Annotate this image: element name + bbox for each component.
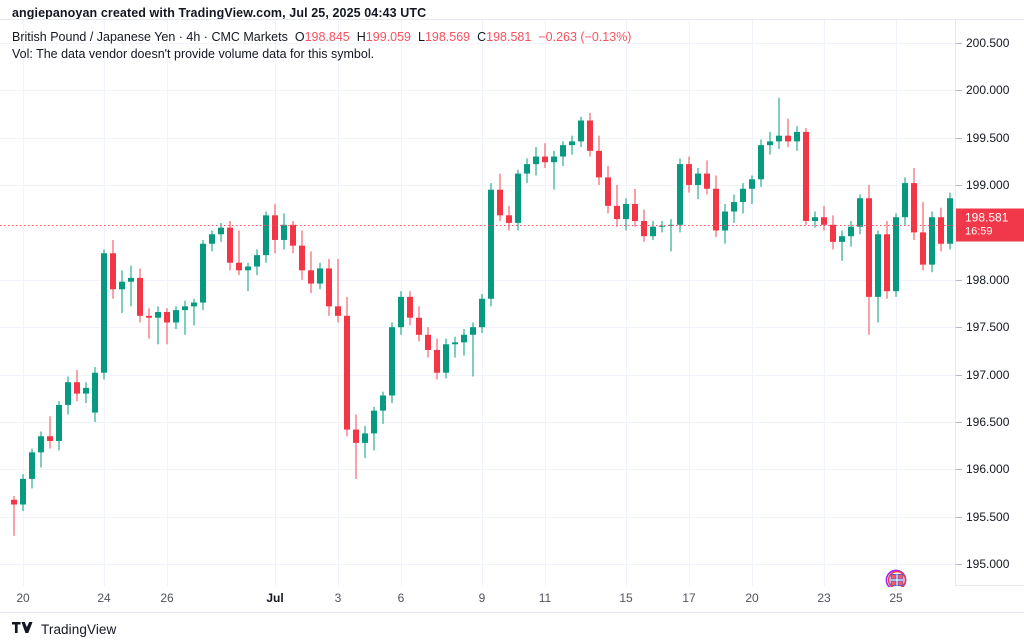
price-tick-dash <box>956 516 962 518</box>
current-price-line <box>0 224 955 227</box>
candlestick-series[interactable] <box>0 20 955 587</box>
price-tick-dash <box>956 469 962 471</box>
price-tick-label: 196.000 <box>966 462 1010 477</box>
price-tick-dash <box>956 374 962 376</box>
time-tick-label: 9 <box>478 591 486 605</box>
price-tick-dash <box>956 327 962 329</box>
price-tick-label: 200.500 <box>966 35 1010 50</box>
price-tick-label: 197.000 <box>966 367 1010 382</box>
chart-pane[interactable]: British Pound / Japanese Yen · 4h · CMC … <box>0 19 955 588</box>
current-price-time: 16:59 <box>965 225 993 238</box>
price-tick-dash <box>956 422 962 423</box>
time-tick-label: 26 <box>160 591 174 605</box>
price-tick-label: 200.000 <box>966 83 1010 98</box>
price-tick-dash <box>956 137 962 139</box>
price-tick-label: 199.500 <box>966 130 1010 145</box>
time-tick-label: 20 <box>745 591 759 605</box>
time-tick-label: 20 <box>16 591 30 605</box>
tradingview-brand-name: TradingView <box>41 621 117 637</box>
time-tick-label: 25 <box>889 591 903 605</box>
tradingview-branding: TradingView <box>12 620 116 638</box>
price-tick-label: 198.000 <box>966 272 1010 287</box>
price-tick-dash <box>956 90 962 92</box>
price-tick-label: 196.500 <box>966 415 1010 429</box>
time-tick-label: 6 <box>397 591 405 605</box>
time-tick-label: 11 <box>538 591 552 605</box>
time-tick-label: 24 <box>97 591 111 605</box>
attribution-text: angiepanoyan created with TradingView.co… <box>12 6 427 20</box>
price-tick-label: 195.500 <box>966 509 1010 524</box>
price-tick-label: 195.000 <box>966 557 1010 572</box>
time-tick-label: Jul <box>266 591 284 605</box>
price-tick-dash <box>956 279 962 281</box>
time-tick-label: 17 <box>682 591 696 605</box>
price-tick-label: 199.000 <box>966 178 1010 192</box>
current-price-value: 198.581 <box>965 210 1009 225</box>
price-tick-dash <box>956 564 962 566</box>
time-axis[interactable]: 20 24 26 Jul 3 6 9 11 15 17 20 23 25 <box>0 586 1024 613</box>
uk-flag-event-icon[interactable] <box>885 569 907 587</box>
current-price-badge[interactable]: 198.581 16:59 <box>956 208 1024 242</box>
time-tick-label: 3 <box>334 591 342 605</box>
price-tick-dash <box>956 185 962 186</box>
time-tick-label: 23 <box>817 591 831 605</box>
price-tick-dash <box>956 42 962 44</box>
tradingview-logo-icon <box>12 620 34 638</box>
price-tick-label: 197.500 <box>966 320 1010 335</box>
price-axis[interactable]: 200.500 200.000 199.500 199.000 198.000 197.5… <box>955 19 1024 586</box>
time-tick-label: 15 <box>619 591 633 605</box>
